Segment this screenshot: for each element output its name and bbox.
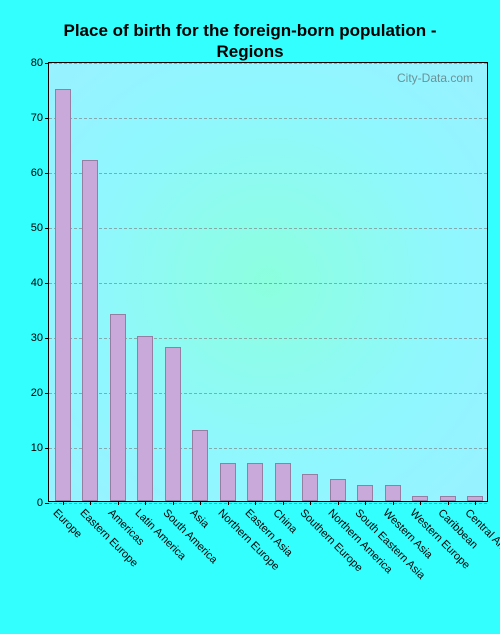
y-tick [45,503,49,504]
y-tick [45,448,49,449]
bar [385,485,401,502]
gridline [49,63,487,64]
x-tick [118,501,119,505]
x-tick [365,501,366,505]
y-tick [45,393,49,394]
y-tick-label: 40 [31,277,43,289]
bar [137,336,153,501]
plot-area: City-Data.com 01020304050607080EuropeEas… [48,62,488,502]
x-tick [475,501,476,505]
y-tick-label: 0 [37,497,43,509]
x-tick [420,501,421,505]
bar [220,463,236,502]
x-tick [173,501,174,505]
y-tick-label: 60 [31,167,43,179]
x-tick [310,501,311,505]
y-tick-label: 10 [31,442,43,454]
bar [357,485,373,502]
y-tick [45,338,49,339]
bar [302,474,318,502]
x-tick [283,501,284,505]
y-tick-label: 50 [31,222,43,234]
bar [82,160,98,501]
y-tick-label: 80 [31,57,43,69]
y-tick [45,283,49,284]
x-tick [228,501,229,505]
y-tick [45,118,49,119]
bar [192,430,208,502]
y-tick [45,228,49,229]
gridline [49,283,487,284]
x-tick [90,501,91,505]
bar [165,347,181,501]
bar [110,314,126,501]
chart-title: Place of birth for the foreign-born popu… [0,21,500,62]
y-tick-label: 70 [31,112,43,124]
x-tick [393,501,394,505]
x-tick [255,501,256,505]
x-tick [63,501,64,505]
gridline [49,503,487,504]
y-tick-label: 30 [31,332,43,344]
bar [275,463,291,502]
x-tick [200,501,201,505]
y-tick [45,63,49,64]
bar [330,479,346,501]
watermark: City-Data.com [397,71,473,85]
gridline [49,173,487,174]
bar [55,89,71,502]
y-tick-label: 20 [31,387,43,399]
gridline [49,228,487,229]
x-tick [338,501,339,505]
gridline [49,118,487,119]
x-tick [448,501,449,505]
bar [247,463,263,502]
x-tick [145,501,146,505]
y-tick [45,173,49,174]
